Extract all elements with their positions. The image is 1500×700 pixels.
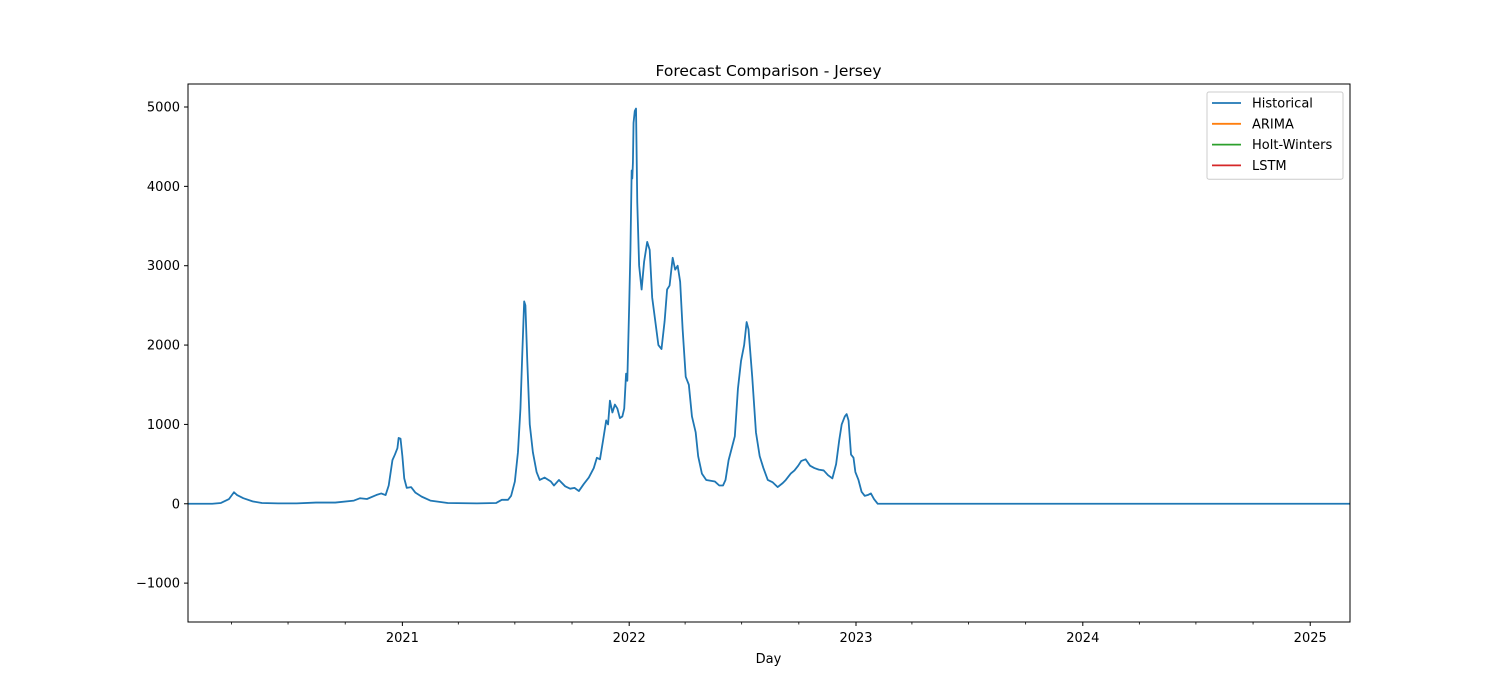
x-axis: 2021 2022 2023 2024 2025 — [231, 622, 1327, 646]
y-tick-label: 2000 — [147, 339, 180, 354]
y-tick-label: 4000 — [147, 180, 180, 195]
legend-label-arima: ARIMA — [1252, 117, 1294, 132]
y-tick-label: 5000 — [147, 101, 180, 116]
legend-box — [1206, 91, 1344, 180]
plot-area — [188, 84, 1350, 622]
y-axis: −1000 0 1000 2000 3000 4000 5000 — [136, 101, 188, 592]
plot-frame — [187, 83, 1351, 623]
x-tick-label: 2021 — [386, 631, 419, 646]
y-tick-label: 1000 — [147, 418, 180, 433]
x-tick-label: 2022 — [613, 631, 646, 646]
legend-label-holt-winters: Holt-Winters — [1252, 138, 1332, 153]
x-tick-label: 2024 — [1066, 631, 1099, 646]
chart-title: Forecast Comparison - Jersey — [655, 62, 881, 80]
series-line-historical — [188, 107, 1350, 505]
legend-label-historical: Historical — [1252, 97, 1313, 112]
series-layer — [188, 107, 1350, 505]
legend: Historical ARIMA Holt-Winters LSTM — [1206, 91, 1344, 180]
legend-label-lstm: LSTM — [1252, 159, 1287, 174]
y-tick-label: 3000 — [147, 259, 180, 274]
y-tick-label: 0 — [172, 497, 180, 512]
y-tick-label: −1000 — [136, 577, 180, 592]
x-axis-title: Day — [756, 652, 782, 667]
x-tick-label: 2025 — [1294, 631, 1327, 646]
x-tick-label: 2023 — [839, 631, 872, 646]
